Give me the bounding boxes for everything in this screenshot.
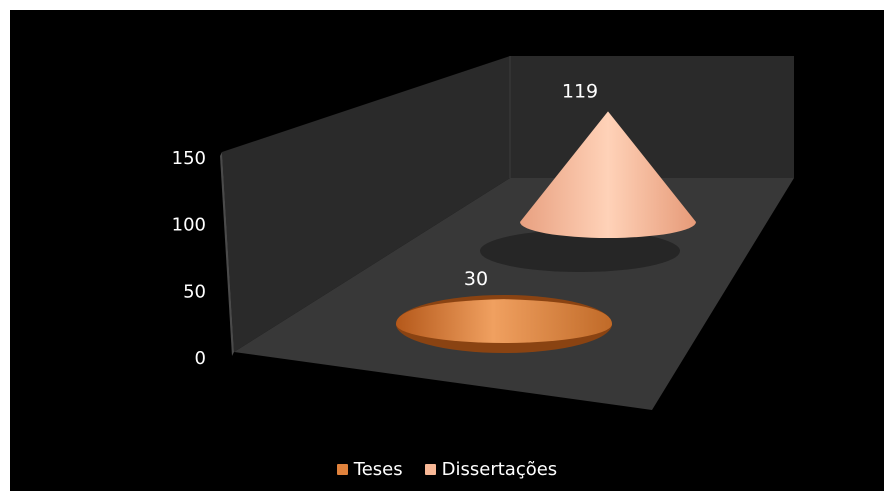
legend-swatch-dissertacoes <box>424 463 436 475</box>
data-label-dissertacoes: 119 <box>562 80 598 102</box>
y-tick-label: 150 <box>172 148 206 169</box>
cone-teses <box>396 299 612 343</box>
cone-shadow <box>480 230 680 272</box>
legend: Teses Dissertações <box>10 456 884 482</box>
legend-swatch-teses <box>336 463 348 475</box>
legend-item-teses: Teses <box>336 458 403 480</box>
y-tick-label: 100 <box>172 215 206 236</box>
cone-dissertacoes <box>520 111 696 238</box>
cone-chart: 0 50 100 150 30 119 <box>172 56 794 410</box>
y-tick-label: 50 <box>183 281 206 302</box>
y-tick-label: 0 <box>195 348 206 369</box>
data-label-teses: 30 <box>464 268 488 290</box>
left-wall-edge <box>220 152 234 356</box>
legend-label-teses: Teses <box>353 458 403 480</box>
legend-label-dissertacoes: Dissertações <box>441 458 558 480</box>
legend-item-dissertacoes: Dissertações <box>424 458 558 480</box>
floor <box>234 178 794 410</box>
chart-frame: 0 50 100 150 30 119 Teses Dissertações <box>10 10 884 491</box>
back-wall <box>222 56 794 352</box>
